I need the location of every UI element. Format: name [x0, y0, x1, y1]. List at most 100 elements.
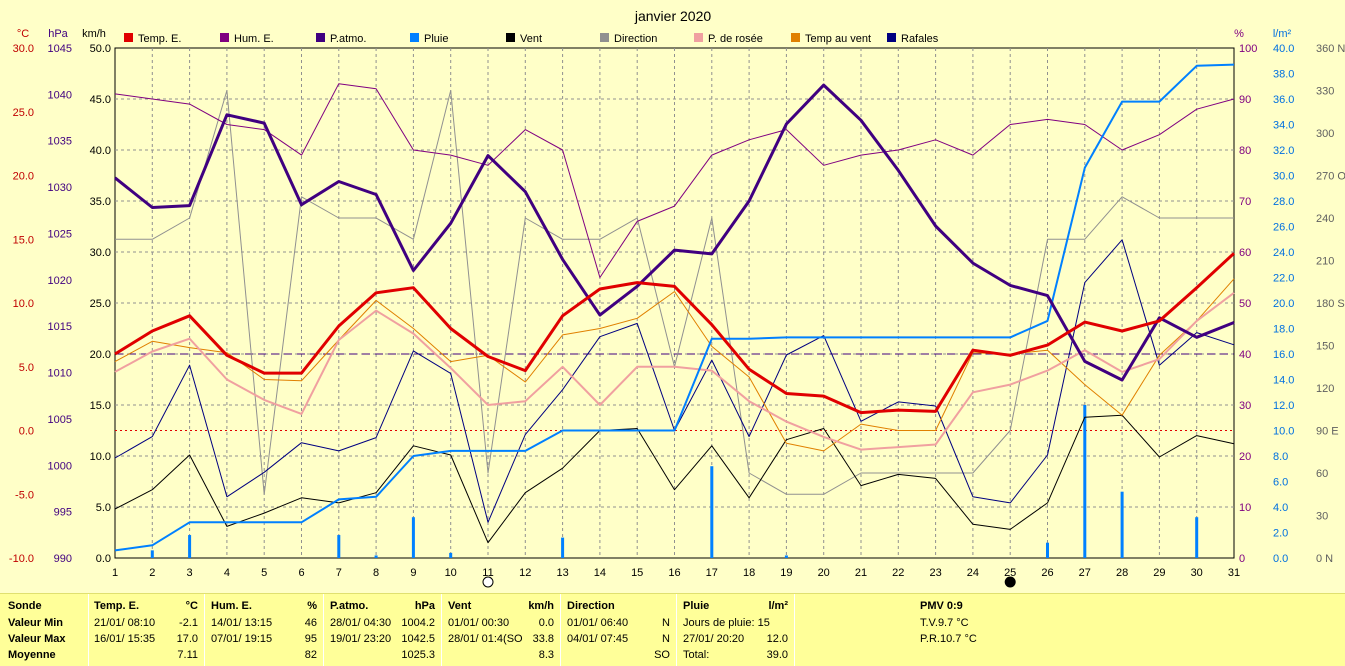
temp-unit: °C	[185, 600, 198, 612]
pressure-tick-label: 1015	[48, 321, 72, 333]
rain-tick-label: 22.0	[1273, 273, 1294, 285]
direction-min-time: 01/01/ 06:40	[567, 617, 629, 629]
day-tick-label: 5	[261, 567, 267, 579]
vent-max-time: 28/01/ 01:4(SO	[448, 633, 523, 645]
legend-swatch	[220, 33, 229, 42]
pressure-tick-label: 1000	[48, 460, 72, 472]
day-tick-label: 18	[743, 567, 755, 579]
series-hum-e	[114, 83, 1235, 278]
humidity-tick-label: 10	[1239, 502, 1251, 514]
wind-tick-label: 25.0	[90, 298, 111, 310]
series-pluie	[114, 63, 1235, 552]
day-tick-label: 17	[706, 567, 718, 579]
pressure-tick-label: 1020	[48, 275, 72, 287]
rain-tick-label: 20.0	[1273, 298, 1294, 310]
humidity-tick-label: 60	[1239, 247, 1251, 259]
day-tick-label: 19	[780, 567, 792, 579]
temp-mean: 7.11	[177, 649, 198, 661]
direction-tick-label: 60	[1316, 468, 1328, 480]
day-tick-label: 29	[1153, 567, 1165, 579]
vent-min-value: 0.0	[538, 617, 554, 629]
series-p-atmo	[114, 83, 1235, 382]
humidity-tick-label: 20	[1239, 451, 1251, 463]
humidity-tick-label: 80	[1239, 145, 1251, 157]
patmo-max-time: 19/01/ 23:20	[330, 633, 392, 645]
temp-tick-label: -5.0	[15, 489, 34, 501]
direction-tick-label: 360 N	[1316, 43, 1345, 55]
humidity-tick-label: 0	[1239, 553, 1245, 565]
direction-header: Direction	[567, 600, 615, 612]
pluie-total: 39.0	[766, 649, 788, 661]
statistics-panel: Sonde Valeur Min Valeur Max Moyenne Temp…	[0, 593, 1345, 666]
humidity-tick-label: 30	[1239, 400, 1251, 412]
temp-tick-label: 0.0	[19, 426, 34, 438]
wind-tick-label: 5.0	[96, 502, 111, 514]
legend-label: Temp au vent	[805, 33, 871, 45]
rain-bar	[411, 517, 415, 558]
rain-tick-label: 16.0	[1273, 349, 1294, 361]
stats-temp: Temp. E. °C 21/01/ 08:10 -2.1 16/01/ 15:35…	[89, 594, 205, 666]
rain-bars	[150, 405, 1199, 558]
series-p-de-ros-e	[114, 292, 1235, 451]
direction-mean: SO	[654, 649, 670, 661]
pluie-unit: l/m²	[768, 600, 788, 612]
patmo-min-value: 1004.2	[401, 617, 435, 629]
rain-tick-label: 32.0	[1273, 145, 1294, 157]
day-tick-label: 25	[1004, 567, 1016, 579]
day-tick-label: 14	[594, 567, 606, 579]
direction-tick-label: 330	[1316, 86, 1334, 98]
row-label-max: Valeur Max	[8, 633, 66, 645]
vent-mean: 8.3	[538, 649, 554, 661]
legend-label: P. de rosée	[708, 33, 763, 45]
rain-tick-label: 24.0	[1273, 247, 1294, 259]
wind-tick-label: 50.0	[90, 43, 111, 55]
legend-swatch	[694, 33, 703, 42]
pluie-header: Pluie	[683, 600, 710, 612]
patmo-min-time: 28/01/ 04:30	[330, 617, 392, 629]
wind-tick-label: 20.0	[90, 349, 111, 361]
legend-swatch	[410, 33, 419, 42]
day-tick-label: 13	[556, 567, 568, 579]
legend-label: Hum. E.	[234, 33, 274, 45]
pmv-tv: T.V.9.7 °C	[920, 617, 969, 629]
series-temp-e	[114, 252, 1236, 415]
reference-lines	[115, 353, 1234, 431]
rain-tick-label: 18.0	[1273, 324, 1294, 336]
rain-bar	[449, 552, 453, 558]
rain-tick-label: 2.0	[1273, 528, 1288, 540]
rain-bar	[1195, 517, 1199, 558]
humidity-tick-label: 90	[1239, 94, 1251, 106]
temp-tick-label: 5.0	[19, 362, 34, 374]
day-tick-label: 1	[112, 567, 118, 579]
day-tick-label: 22	[892, 567, 904, 579]
rain-tick-label: 4.0	[1273, 502, 1288, 514]
legend-label: Rafales	[901, 33, 939, 45]
patmo-mean: 1025.3	[401, 649, 435, 661]
day-tick-label: 9	[410, 567, 416, 579]
temp-tick-label: 15.0	[13, 234, 34, 246]
pmv-header: PMV 0:9	[920, 600, 963, 612]
patmo-max-value: 1042.5	[401, 633, 435, 645]
wind-tick-label: 15.0	[90, 400, 111, 412]
rain-bar	[1046, 542, 1049, 558]
stats-sonde: Sonde Valeur Min Valeur Max Moyenne	[0, 594, 89, 666]
stats-direction: Direction 01/01/ 06:40 N 04/01/ 07:45 N SO	[561, 594, 677, 666]
day-tick-label: 2	[149, 567, 155, 579]
wind-axis-unit: km/h	[82, 28, 106, 40]
series-vent	[114, 414, 1235, 544]
rain-bar	[1083, 405, 1087, 558]
rain-tick-label: 40.0	[1273, 43, 1294, 55]
direction-tick-label: 30	[1316, 511, 1328, 523]
day-tick-label: 4	[224, 567, 230, 579]
direction-tick-label: 300	[1316, 128, 1334, 140]
hum-min-value: 46	[304, 617, 317, 629]
wind-tick-label: 35.0	[90, 196, 111, 208]
pressure-tick-label: 990	[54, 553, 72, 565]
pressure-tick-label: 1030	[48, 182, 72, 194]
humidity-tick-label: 100	[1239, 43, 1257, 55]
legend-label: Vent	[520, 33, 542, 45]
day-tick-label: 24	[967, 567, 979, 579]
rain-bar	[337, 535, 341, 558]
rain-tick-label: 14.0	[1273, 375, 1294, 387]
legend-swatch	[316, 33, 325, 42]
